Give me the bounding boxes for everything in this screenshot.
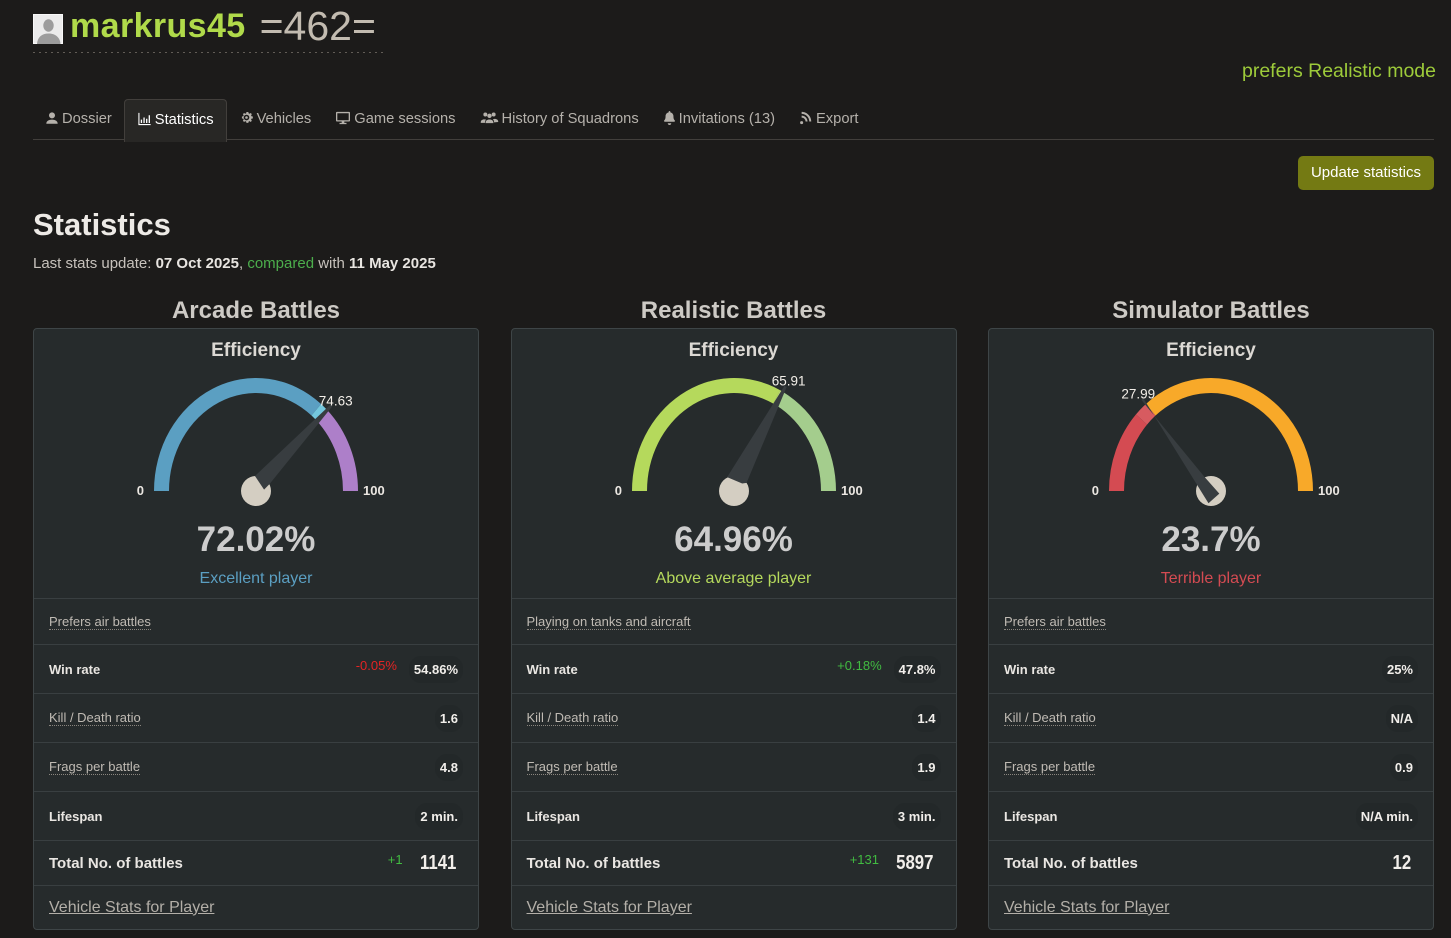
svg-text:0: 0	[614, 483, 621, 498]
svg-text:100: 100	[363, 483, 385, 498]
svg-text:74.63: 74.63	[319, 394, 353, 409]
svg-text:0: 0	[1092, 483, 1099, 498]
svg-text:100: 100	[1318, 483, 1340, 498]
svg-text:27.99: 27.99	[1121, 387, 1155, 402]
svg-text:0: 0	[137, 483, 144, 498]
svg-text:100: 100	[841, 483, 863, 498]
svg-text:65.91: 65.91	[771, 373, 805, 388]
